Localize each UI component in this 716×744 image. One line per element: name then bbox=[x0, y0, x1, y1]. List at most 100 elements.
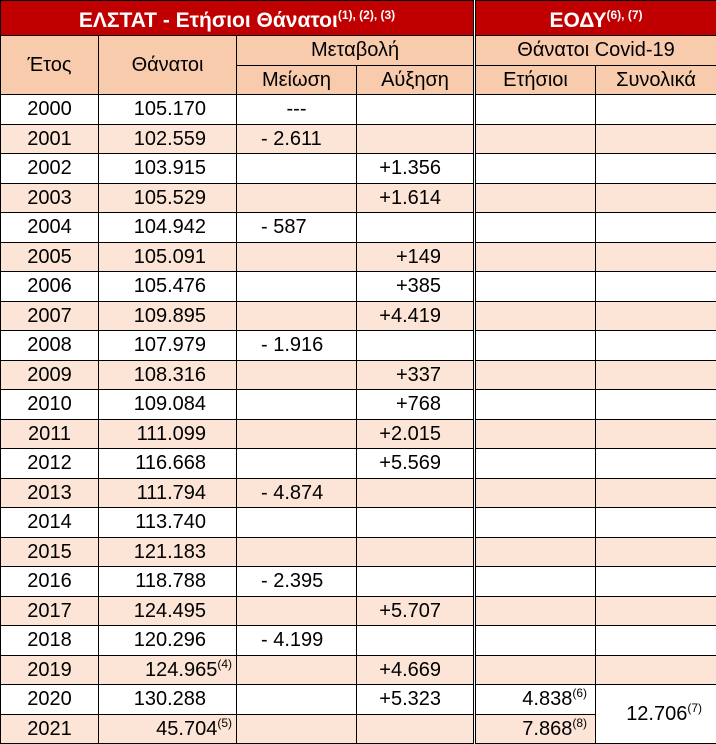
deaths-cell-value: 120.296 bbox=[134, 629, 206, 651]
year-cell: 2008 bbox=[1, 331, 99, 361]
covid-cumulative-cell-value: 12.706 bbox=[626, 703, 687, 725]
year-cell-value: 2001 bbox=[27, 128, 72, 150]
increase-cell: +4.419 bbox=[357, 301, 475, 331]
table-row: 2003 105.529 +1.614 bbox=[1, 183, 716, 213]
deaths-cell: 116.668 bbox=[99, 449, 237, 479]
year-cell-value: 2003 bbox=[27, 187, 72, 209]
covid-cumulative-cell bbox=[596, 508, 716, 538]
increase-cell: +149 bbox=[357, 242, 475, 272]
increase-cell bbox=[357, 714, 475, 744]
year-cell: 2015 bbox=[1, 537, 99, 567]
increase-cell: +5.323 bbox=[357, 685, 475, 715]
covid-annual-cell bbox=[475, 213, 596, 243]
covid-annual-cell bbox=[475, 537, 596, 567]
table-row: 2004 104.942 - 587 bbox=[1, 213, 716, 243]
increase-cell: +2.015 bbox=[357, 419, 475, 449]
decrease-cell bbox=[237, 537, 357, 567]
increase-cell bbox=[357, 626, 475, 656]
decrease-cell-value: - 2.395 bbox=[261, 570, 323, 592]
increase-cell-value: +1.614 bbox=[379, 187, 441, 209]
covid-annual-cell bbox=[475, 508, 596, 538]
year-cell-value: 2020 bbox=[27, 688, 72, 710]
cumulative-header: Συνολικά bbox=[596, 65, 716, 95]
increase-cell-value: +5.569 bbox=[379, 452, 441, 474]
deaths-cell-value: 124.495 bbox=[134, 600, 206, 622]
year-cell: 2012 bbox=[1, 449, 99, 479]
year-cell-value: 2013 bbox=[27, 482, 72, 504]
deaths-cell: 121.183 bbox=[99, 537, 237, 567]
year-cell-value: 2009 bbox=[27, 364, 72, 386]
covid-annual-cell bbox=[475, 154, 596, 184]
deaths-cell-value: 104.942 bbox=[134, 216, 206, 238]
table-row: 2017 124.495 +5.707 bbox=[1, 596, 716, 626]
deaths-footnote: (4) bbox=[217, 657, 232, 671]
year-cell-value: 2018 bbox=[27, 629, 72, 651]
decrease-cell bbox=[237, 714, 357, 744]
deaths-cell-value: 118.788 bbox=[135, 570, 206, 592]
covid-cumulative-cell bbox=[596, 449, 716, 479]
covid-deaths-header: Θάνατοι Covid-19 bbox=[475, 36, 716, 66]
increase-cell: +1.614 bbox=[357, 183, 475, 213]
covid-annual-cell bbox=[475, 596, 596, 626]
increase-cell-value: +337 bbox=[396, 364, 441, 386]
deaths-cell: 130.288 bbox=[99, 685, 237, 715]
decrease-cell bbox=[237, 596, 357, 626]
increase-header: Αύξηση bbox=[357, 65, 475, 95]
decrease-cell bbox=[237, 508, 357, 538]
decrease-cell bbox=[237, 242, 357, 272]
year-cell-value: 2010 bbox=[27, 393, 72, 415]
year-cell-value: 2017 bbox=[27, 600, 72, 622]
covid-cumulative-cell bbox=[596, 596, 716, 626]
increase-cell bbox=[357, 213, 475, 243]
covid-cumulative-cell bbox=[596, 537, 716, 567]
year-cell: 2009 bbox=[1, 360, 99, 390]
deaths-cell-value: 103.915 bbox=[134, 157, 206, 179]
deaths-cell-value: 45.704 bbox=[156, 718, 217, 740]
increase-cell-value: +385 bbox=[396, 275, 441, 297]
covid-annual-cell bbox=[475, 331, 596, 361]
deaths-cell: 104.942 bbox=[99, 213, 237, 243]
covid-annual-cell-value: 7.868 bbox=[522, 718, 572, 740]
year-cell-value: 2007 bbox=[27, 305, 72, 327]
year-cell: 2000 bbox=[1, 95, 99, 125]
decrease-cell: - 587 bbox=[237, 213, 357, 243]
decrease-cell-value: - 4.874 bbox=[261, 482, 323, 504]
covid-annual-cell bbox=[475, 242, 596, 272]
deaths-cell: 105.091 bbox=[99, 242, 237, 272]
covid-cumulative-cell bbox=[596, 272, 716, 302]
covid-annual-cell bbox=[475, 419, 596, 449]
decrease-cell bbox=[237, 419, 357, 449]
year-cell: 2020 bbox=[1, 685, 99, 715]
covid-annual-cell bbox=[475, 626, 596, 656]
deaths-cell: 107.979 bbox=[99, 331, 237, 361]
deaths-cell-value: 116.668 bbox=[135, 452, 206, 474]
year-cell: 2006 bbox=[1, 272, 99, 302]
deaths-cell-value: 105.529 bbox=[134, 187, 206, 209]
deaths-cell-value: 113.740 bbox=[135, 511, 206, 533]
increase-cell bbox=[357, 508, 475, 538]
increase-cell: +385 bbox=[357, 272, 475, 302]
deaths-cell: 113.740 bbox=[99, 508, 237, 538]
increase-cell-value: +5.707 bbox=[379, 600, 441, 622]
deaths-cell-value: 124.965 bbox=[145, 659, 217, 681]
covid-cumulative-cell bbox=[596, 390, 716, 420]
decrease-cell: - 4.874 bbox=[237, 478, 357, 508]
covid-cumulative-cell bbox=[596, 478, 716, 508]
eody-title-text: ΕΟΔΥ bbox=[550, 9, 607, 32]
year-cell: 2021 bbox=[1, 714, 99, 744]
year-cell: 2004 bbox=[1, 213, 99, 243]
covid-cumulative-cell bbox=[596, 213, 716, 243]
deaths-cell: 45.704(5) bbox=[99, 714, 237, 744]
increase-cell: +768 bbox=[357, 390, 475, 420]
year-cell-value: 2019 bbox=[27, 659, 72, 681]
year-cell: 2019 bbox=[1, 655, 99, 685]
covid-cumulative-cell bbox=[596, 360, 716, 390]
